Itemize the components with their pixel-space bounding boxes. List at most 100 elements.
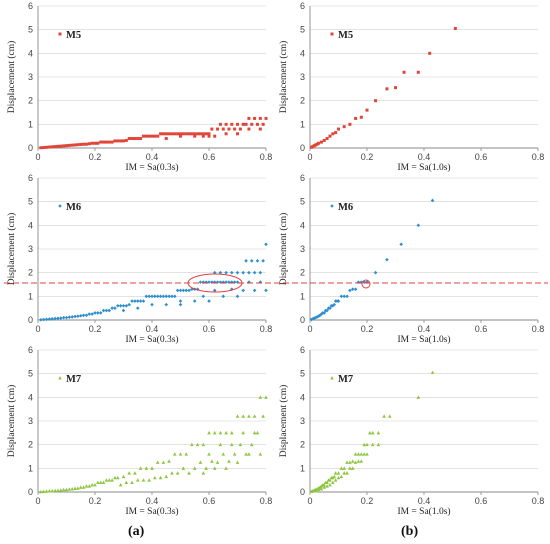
y-tick-label: 0	[28, 143, 33, 153]
data-point	[90, 312, 94, 316]
data-point	[102, 140, 106, 144]
data-point	[331, 132, 335, 136]
data-point	[101, 480, 106, 485]
data-point	[345, 294, 349, 299]
data-point	[261, 122, 265, 126]
chart-panel-m6-b: 0 1 2 3 4 5 6 0 0.2 0.4 0.6 0.8 IM = Sa(1.0s) Displac…	[278, 173, 544, 345]
data-point	[73, 314, 77, 319]
data-point	[96, 311, 100, 315]
data-point	[170, 294, 174, 299]
data-point	[104, 140, 108, 144]
data-point	[218, 280, 223, 284]
data-point	[193, 134, 197, 138]
data-point	[201, 471, 206, 475]
data-point	[64, 487, 69, 492]
data-point	[348, 460, 352, 464]
data-point	[353, 287, 358, 292]
data-point	[193, 132, 197, 136]
data-point	[224, 132, 228, 136]
data-point	[311, 317, 315, 321]
data-point	[67, 487, 72, 491]
data-point	[353, 452, 358, 456]
data-point	[141, 478, 146, 482]
data-point	[227, 459, 231, 463]
data-point	[113, 475, 117, 480]
data-point	[59, 144, 63, 148]
data-point	[235, 270, 240, 275]
x-tick-label: 0.4	[418, 324, 431, 334]
data-point	[167, 294, 171, 299]
data-point	[370, 430, 375, 435]
data-point	[127, 471, 131, 475]
y-tick-label: 0	[300, 487, 305, 497]
data-point	[255, 259, 260, 263]
data-point	[150, 466, 154, 470]
data-point	[370, 442, 375, 447]
y-tick-label: 5	[28, 197, 33, 207]
data-point	[122, 139, 125, 143]
data-point	[230, 430, 234, 435]
data-point	[235, 294, 240, 299]
data-point	[76, 143, 80, 147]
data-point	[39, 489, 43, 494]
y-tick-label: 6	[28, 173, 33, 183]
data-point	[253, 116, 257, 120]
legend-marker	[58, 32, 62, 36]
data-point	[316, 487, 321, 492]
data-point	[342, 466, 346, 470]
x-tick-label: 0.8	[532, 152, 545, 162]
x-tick-label: 0.6	[475, 496, 488, 506]
data-point	[175, 288, 180, 293]
data-point	[252, 288, 257, 293]
legend-marker	[330, 32, 334, 36]
y-tick-label: 0	[28, 487, 33, 497]
data-point	[178, 299, 183, 303]
data-point	[218, 442, 223, 447]
data-point	[39, 317, 43, 322]
chart-panel-m5-a: 0 1 2 3 4 5 6 0 0.2 0.4 0.6 0.8 IM = Sa(0.3s) Displac…	[6, 1, 272, 173]
data-point	[388, 414, 392, 418]
data-point	[84, 313, 89, 318]
data-point	[261, 414, 265, 418]
data-point	[164, 294, 169, 299]
data-point	[345, 460, 349, 464]
x-tick-label: 0.2	[361, 496, 374, 506]
data-point	[195, 442, 200, 447]
data-point	[47, 489, 52, 493]
data-point	[138, 299, 143, 303]
data-point	[90, 141, 94, 145]
data-point	[376, 430, 381, 435]
data-point	[153, 134, 157, 138]
data-point	[241, 430, 245, 435]
data-point	[192, 299, 197, 303]
data-point	[207, 134, 211, 138]
data-point	[207, 452, 211, 456]
data-point	[244, 122, 248, 126]
data-point	[394, 86, 397, 90]
data-point	[332, 474, 337, 479]
data-point	[316, 314, 321, 319]
data-point	[215, 280, 220, 284]
y-axis-label: Displacement (cm)	[6, 213, 17, 286]
x-tick-label: 0	[307, 496, 312, 506]
data-point	[121, 308, 126, 313]
data-point	[198, 132, 202, 136]
data-point	[261, 259, 265, 263]
data-point	[44, 489, 49, 493]
y-tick-label: 6	[28, 345, 33, 355]
data-point	[155, 294, 160, 299]
data-point	[161, 460, 166, 464]
data-point	[337, 127, 340, 131]
data-point	[247, 116, 251, 120]
data-point	[173, 452, 177, 456]
data-point	[187, 471, 191, 475]
y-axis-label: Displacement (cm)	[6, 41, 17, 114]
data-point	[159, 132, 163, 136]
x-tick-label: 0.4	[146, 324, 159, 334]
data-point	[158, 294, 163, 299]
y-tick-label: 4	[300, 220, 305, 230]
data-point	[87, 484, 92, 488]
data-point	[98, 480, 103, 485]
x-tick-label: 0	[35, 496, 40, 506]
data-point	[56, 316, 60, 321]
